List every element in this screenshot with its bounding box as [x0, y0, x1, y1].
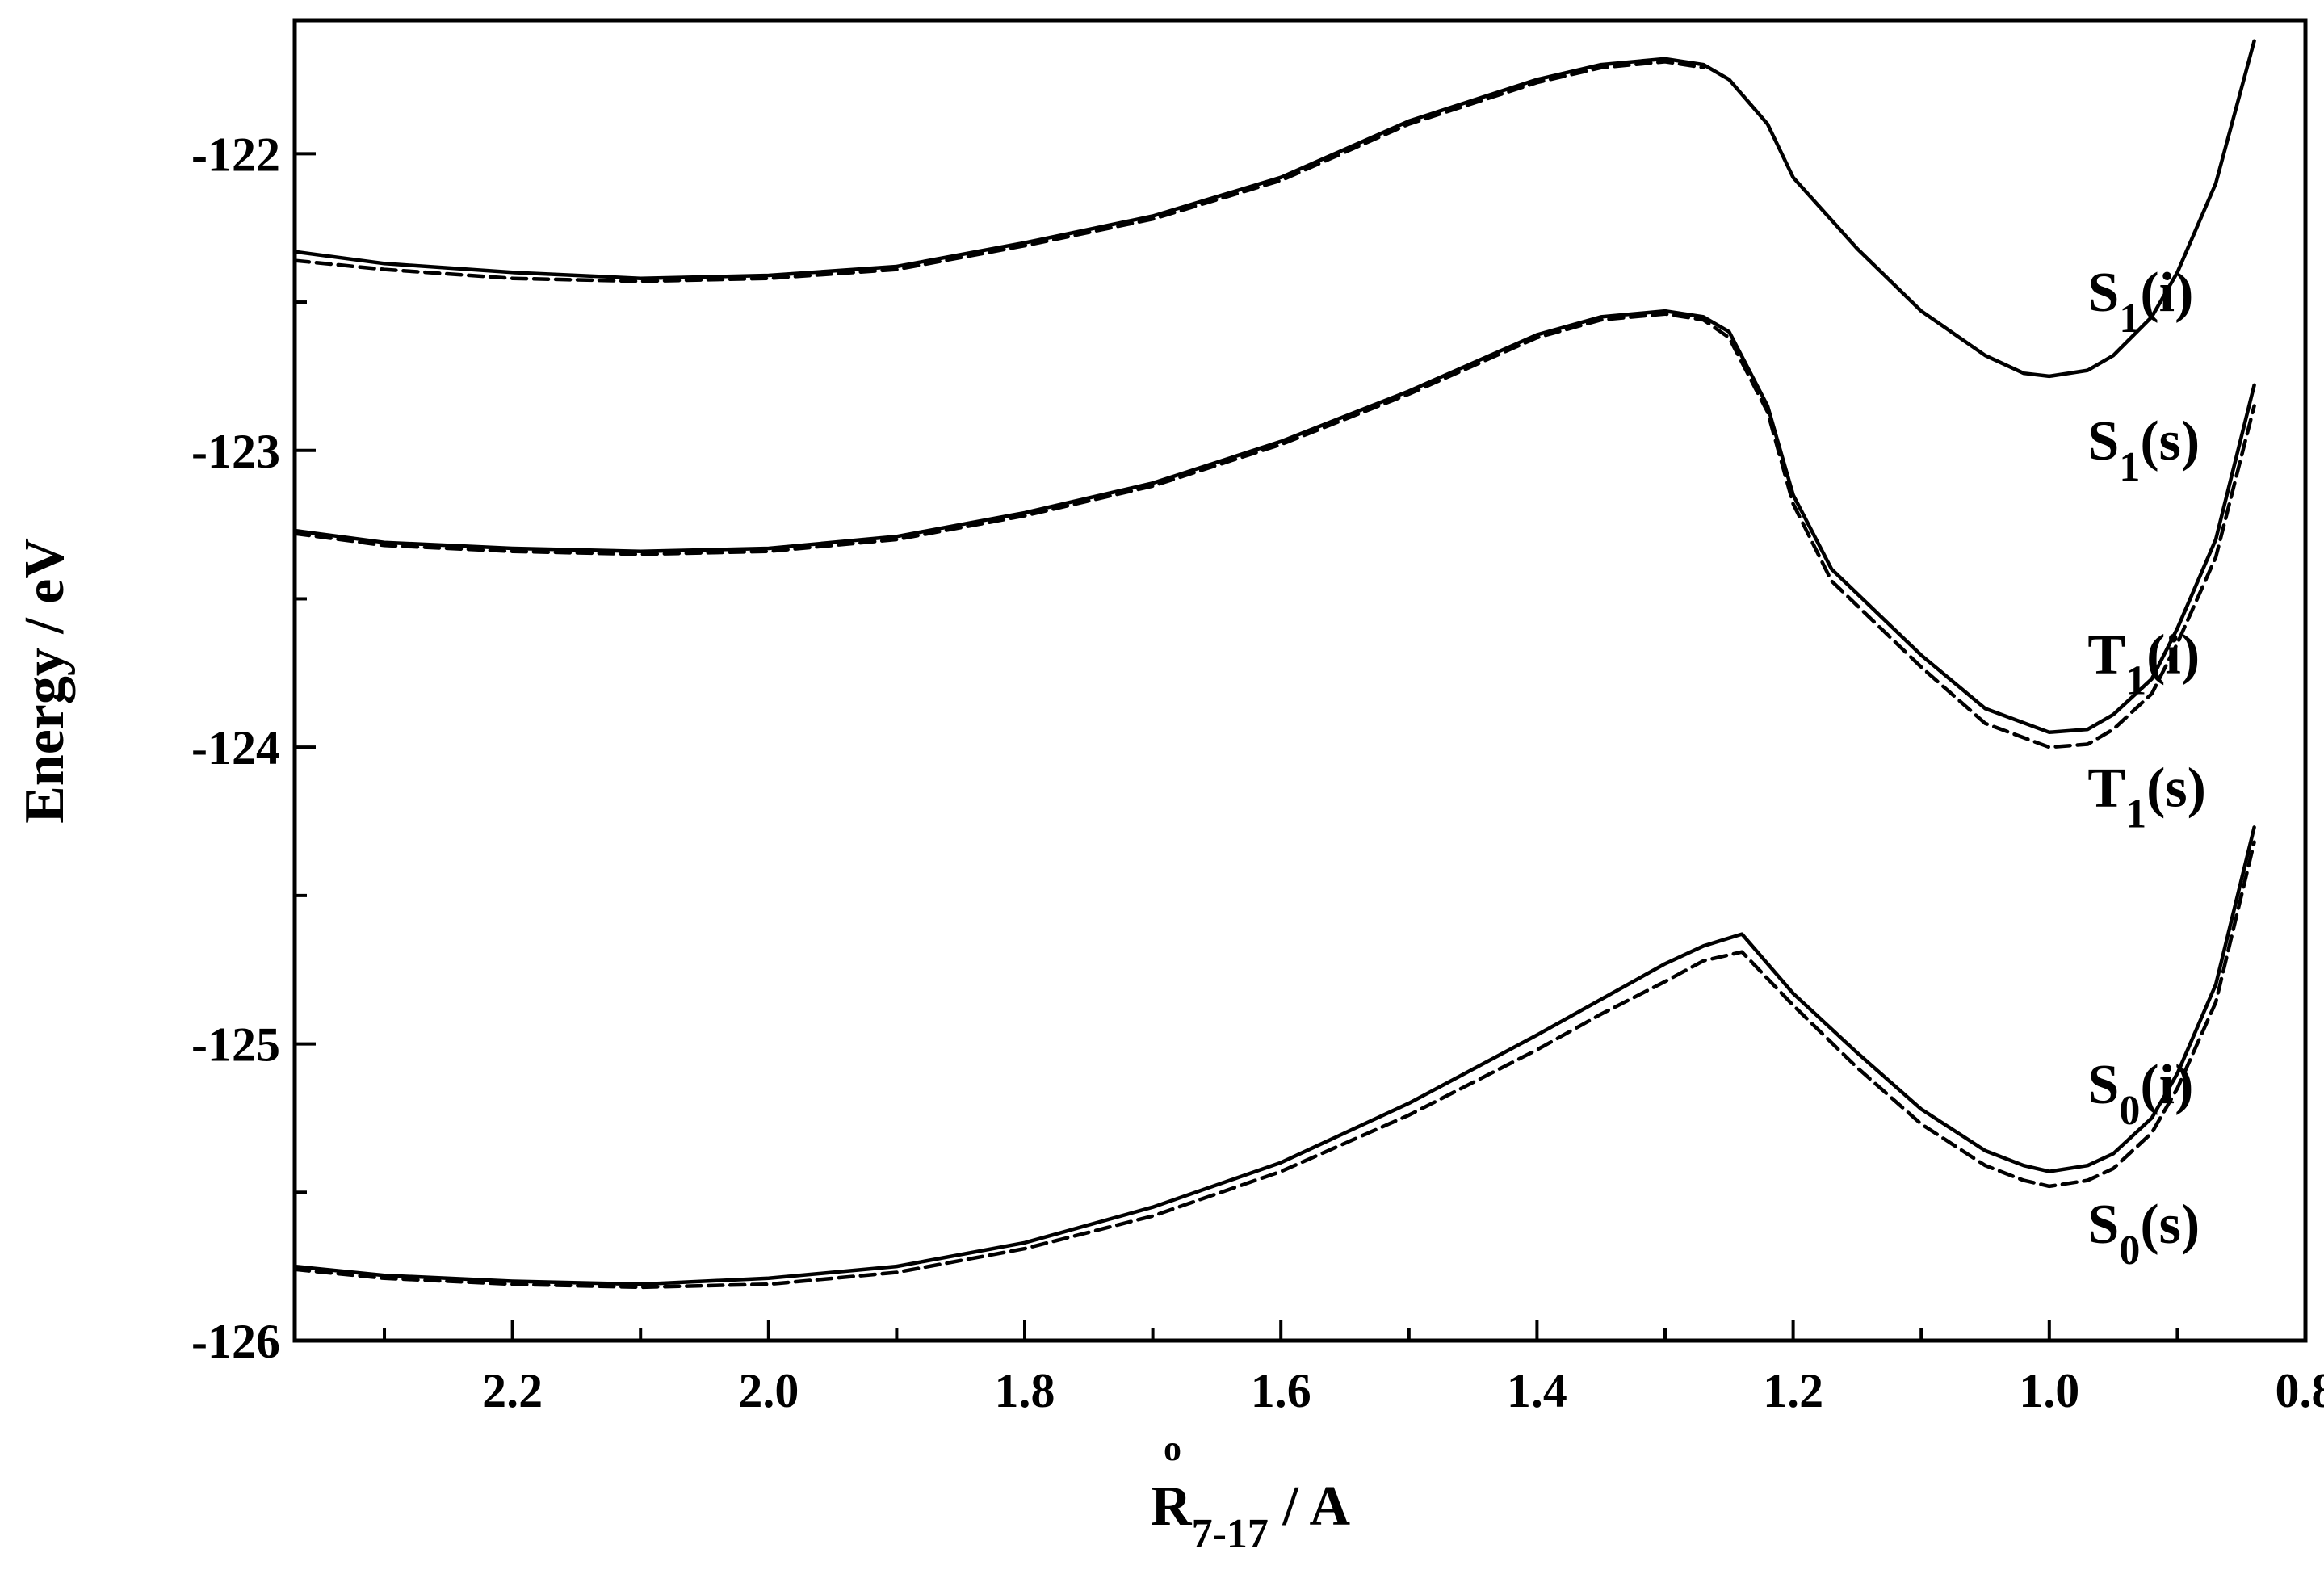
x-tick-label: 1.8: [995, 1364, 1055, 1417]
x-tick-label: 1.6: [1251, 1364, 1311, 1417]
y-tick-label: -122: [191, 128, 280, 181]
series-line-s0i: [292, 825, 2256, 1286]
series-line-s0s: [292, 840, 2256, 1290]
y-axis-title: Energy / eV: [14, 538, 76, 824]
axis-ticks: 2.2 2.0 1.8 1.6 1.4 1.2 1.0 0.8 -122 -123 -124 -125…: [191, 128, 2324, 1417]
x-tick-label: 1.4: [1507, 1364, 1567, 1417]
y-tick-label: -125: [191, 1018, 280, 1072]
series-line-s1i: [292, 39, 2256, 379]
series-labels: S1(i) S1(s) T1(i) T1(s) S0(i) S0(s): [2087, 262, 2206, 1274]
y-tick-label: -126: [191, 1315, 280, 1368]
x-tick-label: 1.0: [2019, 1364, 2079, 1417]
series-label: S0(s): [2087, 1194, 2200, 1274]
y-tick-label: -124: [191, 721, 280, 774]
x-tick-label: 2.0: [738, 1364, 799, 1417]
x-axis-title: R7-17 / A: [1151, 1475, 1350, 1557]
series-line-s1s: [292, 60, 1705, 283]
x-tick-label: 0.8: [2276, 1364, 2324, 1417]
angstrom-ring: o: [1164, 1429, 1181, 1468]
series-line-t1i: [292, 309, 2256, 735]
series-label: T1(s): [2087, 758, 2206, 837]
series-label: S1(i): [2087, 262, 2193, 342]
x-tick-label: 1.2: [1763, 1364, 1823, 1417]
series-label: S1(s): [2087, 410, 2200, 490]
plot-frame: [292, 18, 2308, 1343]
x-tick-label: 2.2: [482, 1364, 543, 1417]
series-group: [292, 39, 2256, 1290]
series-label: S0(i): [2087, 1054, 2193, 1134]
y-tick-label: -123: [191, 425, 280, 478]
series-label: T1(i): [2087, 623, 2200, 703]
series-line-t1s: [292, 312, 2256, 749]
